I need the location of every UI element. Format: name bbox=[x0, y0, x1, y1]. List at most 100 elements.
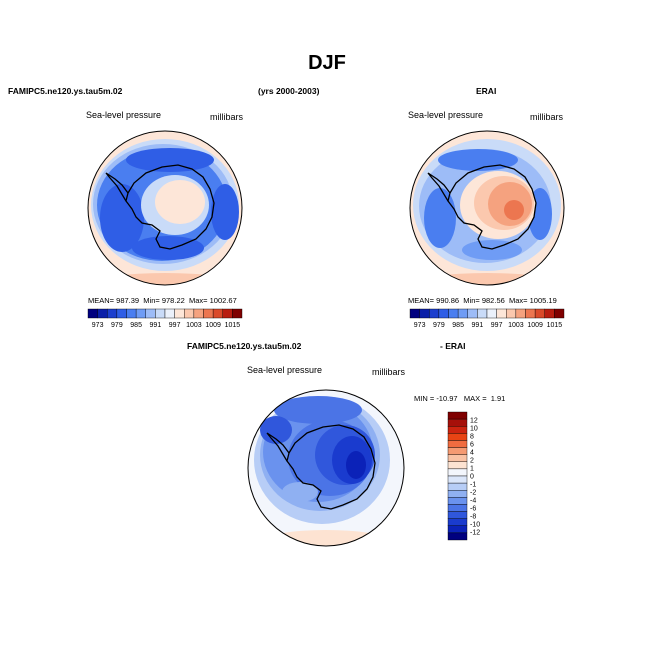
model-max-label: Max= bbox=[188, 296, 208, 305]
obs-colorbar-swatch bbox=[525, 308, 536, 319]
obs-min-value: 982.56 bbox=[481, 296, 505, 305]
model-max-value: 1002.67 bbox=[209, 296, 237, 305]
obs-max-value: 1005.19 bbox=[529, 296, 557, 305]
diff-map-border bbox=[247, 389, 405, 547]
obs-colorbar-swatch bbox=[534, 308, 545, 319]
diff-units-label: millibars bbox=[372, 367, 406, 377]
model-colorbar-swatch bbox=[116, 308, 127, 319]
model-low-west bbox=[100, 184, 144, 252]
obs-low-west bbox=[424, 188, 456, 248]
obs-colorbar-tick-label: 997 bbox=[491, 322, 503, 329]
obs-units-label: millibars bbox=[530, 112, 564, 122]
diff-min-value: -10.97 bbox=[436, 394, 458, 403]
obs-max-label: Max= bbox=[508, 296, 528, 305]
obs-high-rim bbox=[417, 273, 557, 285]
obs-colorbar-swatch bbox=[515, 308, 526, 319]
model-colorbar-tick-label: 991 bbox=[150, 322, 162, 329]
model-low-east bbox=[211, 184, 239, 240]
diff-colorbar-swatch bbox=[447, 490, 468, 498]
obs-colorbar-swatch bbox=[438, 308, 449, 319]
obs-colorbar-swatch bbox=[496, 308, 507, 319]
page-title: DJF bbox=[308, 52, 346, 74]
obs-colorbar-tick-label: 973 bbox=[414, 322, 426, 329]
diff-colorbar-swatch bbox=[447, 532, 468, 541]
obs-colorbar-swatch bbox=[429, 308, 440, 319]
obs-low-south bbox=[462, 240, 522, 260]
diff-variable-label: Sea-level pressure bbox=[247, 365, 323, 375]
model-colorbar-swatch bbox=[232, 308, 243, 319]
diff-colorbar-swatch bbox=[447, 461, 468, 470]
model-colorbar-swatch bbox=[135, 308, 146, 319]
obs-colorbar-tick-label: 979 bbox=[433, 322, 445, 329]
obs-colorbar-tick-label: 985 bbox=[452, 322, 464, 329]
model-colorbar-swatch bbox=[87, 308, 98, 319]
diff-colorbar-swatch bbox=[447, 497, 468, 505]
obs-colorbar: 973 979 985 991 997 1003 1009 1015 bbox=[409, 308, 565, 329]
diff-colorbar-tick-label: 0 bbox=[470, 474, 474, 481]
diff-rim-positive bbox=[266, 530, 386, 546]
model-colorbar-swatch bbox=[164, 308, 175, 319]
model-colorbar-tick-label: 997 bbox=[169, 322, 181, 329]
diff-title-left: FAMIPC5.ne120.ys.tau5m.02 bbox=[187, 341, 302, 351]
obs-interior-high bbox=[504, 200, 524, 220]
diff-max-value: 1.91 bbox=[490, 394, 506, 403]
model-colorbar-swatch bbox=[174, 308, 185, 319]
diff-title-right: - ERAI bbox=[440, 341, 466, 351]
diff-max-label: MAX = bbox=[463, 394, 487, 403]
obs-mean-value: 990.86 bbox=[436, 296, 460, 305]
obs-polar-map bbox=[410, 131, 564, 285]
model-map-border bbox=[87, 130, 243, 286]
model-colorbar-tick-label: 973 bbox=[92, 322, 104, 329]
diff-colorbar-swatch bbox=[447, 482, 468, 491]
diff-colorbar-swatch bbox=[447, 454, 468, 462]
obs-stats: MEAN= 990.86 Min= 982.56 Max= 1005.19 bbox=[408, 296, 557, 305]
model-colorbar-swatch bbox=[155, 308, 166, 319]
diff-stats: MIN = -10.97 MAX = 1.91 bbox=[414, 394, 505, 403]
obs-map-border bbox=[409, 130, 565, 286]
obs-colorbar-swatch bbox=[554, 308, 565, 319]
diff-colorbar-tick-label: -8 bbox=[470, 514, 476, 521]
diff-interior-min bbox=[346, 451, 366, 479]
model-colorbar-tick-label: 1003 bbox=[186, 322, 202, 329]
obs-variable-label: Sea-level pressure bbox=[408, 110, 484, 120]
diff-colorbar-swatch bbox=[447, 504, 468, 512]
diff-colorbar-swatch bbox=[447, 475, 468, 484]
diff-colorbar-swatch bbox=[447, 468, 468, 477]
model-colorbar-tick-label: 979 bbox=[111, 322, 123, 329]
obs-label: ERAI bbox=[476, 86, 497, 96]
diff-low-north bbox=[274, 396, 362, 424]
obs-colorbar-swatch bbox=[419, 308, 430, 319]
model-colorbar-swatch bbox=[145, 308, 156, 319]
diff-colorbar-tick-label: -2 bbox=[470, 490, 476, 497]
diff-colorbar-swatch bbox=[447, 433, 468, 441]
model-colorbar-tick-label: 985 bbox=[130, 322, 142, 329]
diff-colorbar-tick-label: -10 bbox=[470, 522, 480, 529]
diff-colorbar-tick-label: 8 bbox=[470, 434, 474, 441]
diff-colorbar-tick-label: -1 bbox=[470, 482, 476, 489]
diff-colorbar-tick-label: -12 bbox=[470, 530, 480, 537]
model-high-rim bbox=[95, 273, 235, 285]
diff-colorbar-swatch bbox=[447, 518, 468, 526]
model-colorbar-swatch bbox=[97, 308, 108, 319]
obs-colorbar-swatch bbox=[486, 308, 497, 319]
diff-colorbar-tick-label: 6 bbox=[470, 442, 474, 449]
model-case-label: FAMIPC5.ne120.ys.tau5m.02 bbox=[8, 86, 123, 96]
obs-colorbar-tick-label: 991 bbox=[472, 322, 484, 329]
obs-colorbar-swatch bbox=[506, 308, 517, 319]
diff-colorbar-tick-label: 2 bbox=[470, 458, 474, 465]
model-units-label: millibars bbox=[210, 112, 244, 122]
obs-colorbar-swatch bbox=[409, 308, 420, 319]
model-min-label: Min= bbox=[143, 296, 160, 305]
diff-colorbar-swatch bbox=[447, 411, 468, 420]
model-colorbar: 973 979 985 991 997 1003 1009 1015 bbox=[87, 308, 243, 329]
model-low-north bbox=[126, 148, 214, 172]
diff-colorbar-swatch bbox=[447, 418, 468, 427]
model-polar-map bbox=[88, 131, 242, 285]
diff-colorbar-swatch bbox=[447, 440, 468, 448]
model-colorbar-tick-label: 1009 bbox=[205, 322, 221, 329]
diff-colorbar-tick-label: 1 bbox=[470, 466, 474, 473]
model-colorbar-swatch bbox=[222, 308, 233, 319]
obs-colorbar-swatch bbox=[544, 308, 555, 319]
